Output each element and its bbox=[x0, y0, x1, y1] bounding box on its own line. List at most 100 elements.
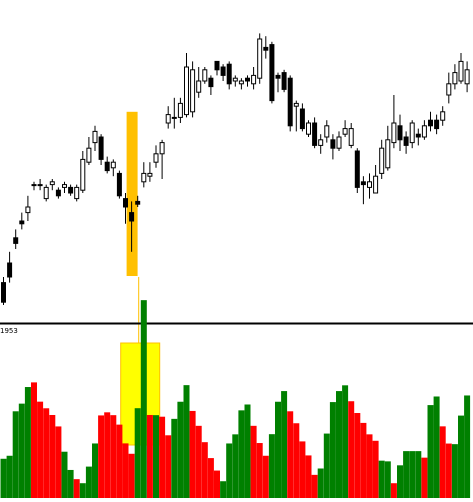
volume-bar-down[interactable] bbox=[287, 411, 294, 498]
candle[interactable] bbox=[330, 134, 336, 160]
candle[interactable] bbox=[354, 148, 360, 193]
candle[interactable] bbox=[13, 229, 19, 249]
candle[interactable] bbox=[74, 184, 80, 202]
candle[interactable] bbox=[25, 195, 31, 221]
volume-bar-up[interactable] bbox=[433, 396, 440, 498]
volume-bar-down[interactable] bbox=[55, 426, 62, 498]
volume-bar-up[interactable] bbox=[281, 391, 288, 498]
volume-bar-up[interactable] bbox=[275, 401, 281, 498]
candle[interactable] bbox=[367, 173, 372, 199]
volume-bar-up[interactable] bbox=[85, 466, 92, 498]
candle[interactable] bbox=[37, 179, 43, 191]
candle[interactable] bbox=[110, 159, 116, 177]
candle[interactable] bbox=[98, 134, 104, 165]
volume-bar-down[interactable] bbox=[146, 414, 153, 498]
candle[interactable] bbox=[348, 123, 354, 149]
volume-bar-up[interactable] bbox=[220, 481, 227, 498]
volume-bar-up[interactable] bbox=[24, 387, 31, 498]
candle[interactable] bbox=[464, 61, 470, 93]
volume-bar-down[interactable] bbox=[293, 423, 300, 498]
volume-bar-down[interactable] bbox=[165, 435, 172, 498]
volume-bar-down[interactable] bbox=[104, 412, 111, 498]
volume-bar-up[interactable] bbox=[140, 300, 147, 498]
volume-bar-up[interactable] bbox=[458, 415, 464, 498]
candle[interactable] bbox=[147, 162, 153, 182]
candle[interactable] bbox=[7, 251, 13, 283]
volume-bar-up[interactable] bbox=[67, 469, 74, 498]
candle[interactable] bbox=[446, 72, 452, 104]
candle[interactable] bbox=[49, 179, 55, 191]
volume-panel[interactable] bbox=[0, 300, 471, 498]
candle[interactable] bbox=[232, 75, 238, 87]
volume-bar-down[interactable] bbox=[98, 415, 105, 498]
candle[interactable] bbox=[391, 95, 397, 149]
candle[interactable] bbox=[165, 106, 171, 129]
volume-bar-up[interactable] bbox=[268, 434, 275, 498]
volume-bar-up[interactable] bbox=[238, 410, 245, 498]
volume-bar-up[interactable] bbox=[0, 458, 7, 498]
candle[interactable] bbox=[299, 103, 305, 132]
volume-bar-up[interactable] bbox=[61, 451, 68, 498]
candle[interactable] bbox=[171, 97, 177, 129]
candle[interactable] bbox=[62, 181, 67, 193]
volume-bar-up[interactable] bbox=[336, 391, 342, 498]
candle[interactable] bbox=[287, 75, 293, 132]
volume-bar-up[interactable] bbox=[153, 415, 159, 498]
volume-bar-down[interactable] bbox=[201, 442, 208, 498]
volume-bar-up[interactable] bbox=[171, 418, 178, 498]
candle[interactable] bbox=[226, 61, 232, 90]
volume-bar-up[interactable] bbox=[384, 461, 391, 498]
volume-bar-up[interactable] bbox=[12, 411, 19, 498]
candle[interactable] bbox=[379, 139, 385, 179]
volume-bar-up[interactable] bbox=[6, 455, 13, 498]
candle[interactable] bbox=[409, 120, 415, 149]
volume-bar-up[interactable] bbox=[317, 468, 324, 498]
candle[interactable] bbox=[245, 75, 250, 87]
volume-bar-down[interactable] bbox=[348, 401, 355, 498]
volume-bar-down[interactable] bbox=[360, 422, 367, 498]
candle[interactable] bbox=[397, 114, 403, 151]
candle[interactable] bbox=[55, 187, 61, 199]
candle[interactable] bbox=[202, 67, 208, 84]
volume-bar-down[interactable] bbox=[390, 483, 397, 498]
volume-bar-up[interactable] bbox=[409, 451, 416, 498]
volume-bar-down[interactable] bbox=[354, 413, 361, 498]
candle[interactable] bbox=[220, 64, 226, 81]
volume-bar-up[interactable] bbox=[451, 444, 458, 498]
volume-bar-up[interactable] bbox=[415, 451, 422, 498]
volume-bar-down[interactable] bbox=[256, 443, 263, 498]
candle[interactable] bbox=[257, 33, 263, 84]
volume-bar-down[interactable] bbox=[122, 443, 129, 498]
volume-bar-down[interactable] bbox=[43, 408, 50, 498]
candle[interactable] bbox=[135, 195, 141, 207]
candle[interactable] bbox=[293, 100, 299, 132]
volume-bar-down[interactable] bbox=[195, 425, 202, 498]
volume-bar-down[interactable] bbox=[49, 414, 56, 498]
volume-bar-up[interactable] bbox=[403, 451, 410, 498]
candle[interactable] bbox=[92, 125, 98, 151]
candle[interactable] bbox=[153, 145, 159, 168]
volume-bar-up[interactable] bbox=[177, 401, 184, 498]
candle[interactable] bbox=[452, 64, 458, 90]
candle[interactable] bbox=[440, 106, 446, 126]
volume-bar-up[interactable] bbox=[329, 402, 336, 498]
volume-bar-down[interactable] bbox=[128, 453, 135, 498]
candle[interactable] bbox=[360, 176, 366, 205]
candle[interactable] bbox=[373, 165, 379, 194]
candle[interactable] bbox=[184, 53, 189, 118]
candle[interactable] bbox=[19, 212, 25, 230]
volume-bar-down[interactable] bbox=[366, 434, 373, 498]
volume-bar-up[interactable] bbox=[18, 403, 25, 498]
candle[interactable] bbox=[415, 128, 421, 146]
volume-bar-up[interactable] bbox=[92, 443, 98, 498]
volume-bar-up[interactable] bbox=[244, 404, 251, 498]
candle[interactable] bbox=[324, 120, 330, 143]
volume-bar-up[interactable] bbox=[397, 465, 403, 498]
candle[interactable] bbox=[190, 61, 196, 118]
volume-bar-up[interactable] bbox=[134, 408, 141, 498]
candle[interactable] bbox=[238, 78, 244, 90]
volume-bar-down[interactable] bbox=[372, 440, 379, 498]
volume-bar-up[interactable] bbox=[427, 405, 434, 498]
